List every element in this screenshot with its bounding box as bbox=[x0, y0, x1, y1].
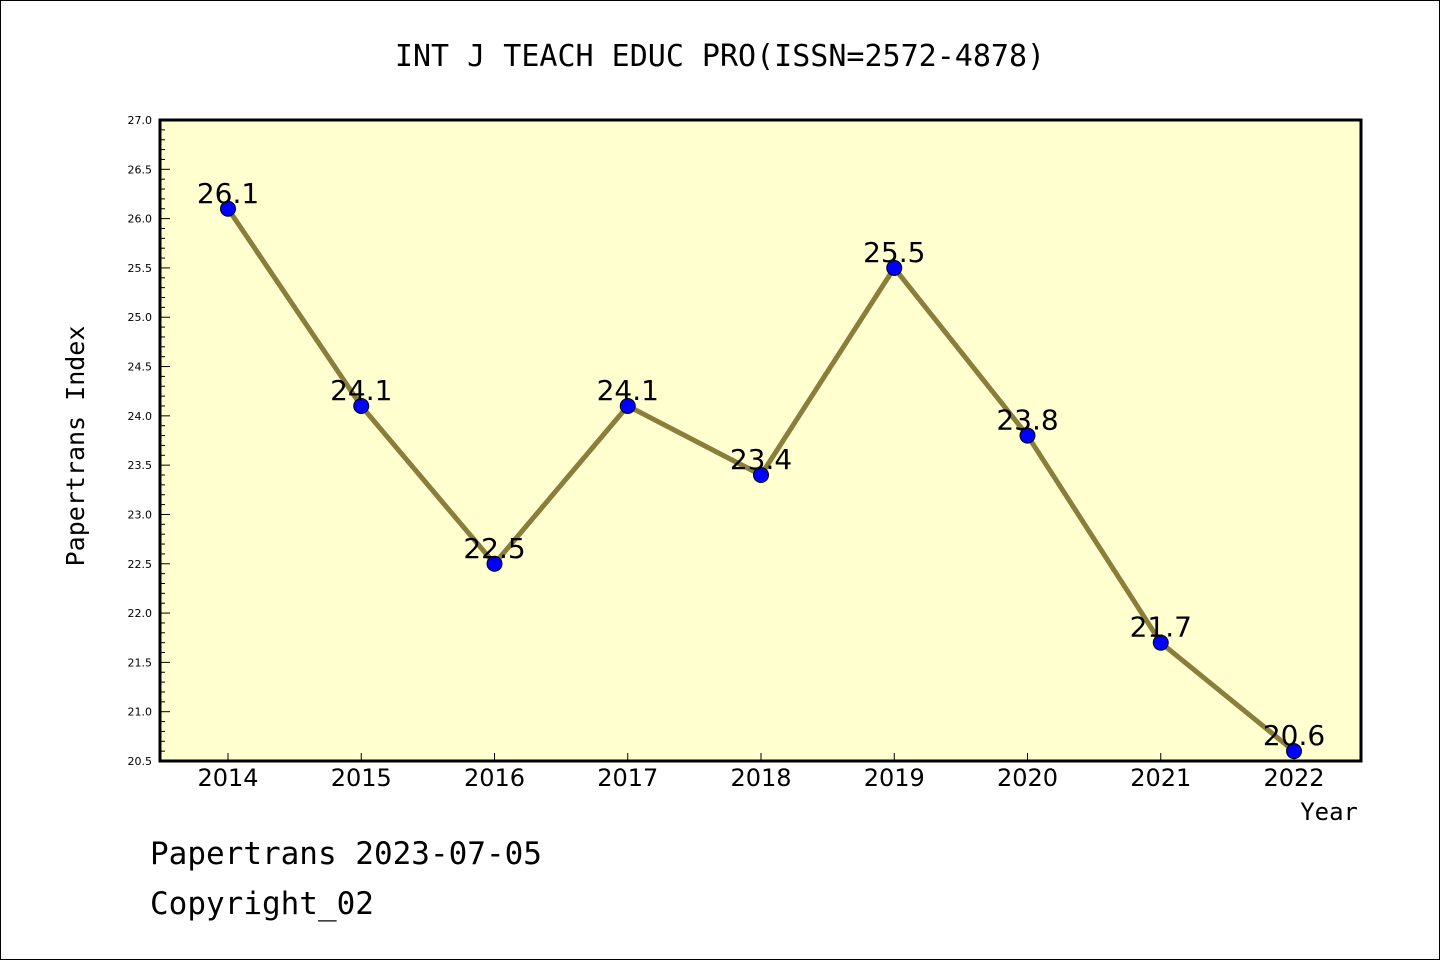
data-point bbox=[886, 259, 903, 276]
y-axis: 20.5 21.0 21.5 22.0 22.5 23.0 23.5 24.0 24.5 25.0… bbox=[128, 114, 170, 768]
data-label: 20.6 bbox=[1263, 719, 1325, 752]
data-point bbox=[619, 397, 636, 414]
y-tick-label: 22.0 bbox=[128, 607, 153, 620]
x-tick-label: 2020 bbox=[997, 764, 1058, 792]
plot-area bbox=[158, 118, 1363, 763]
y-tick-label: 27.0 bbox=[128, 114, 153, 127]
x-tick-label: 2018 bbox=[730, 764, 791, 792]
y-tick-label: 20.5 bbox=[128, 755, 153, 768]
data-label: 25.5 bbox=[863, 236, 925, 269]
footer-date: Papertrans 2023-07-05 bbox=[150, 836, 542, 872]
y-tick-label: 21.5 bbox=[128, 656, 153, 669]
data-label: 24.1 bbox=[597, 374, 659, 407]
data-point bbox=[486, 555, 503, 572]
data-label: 21.7 bbox=[1130, 611, 1192, 644]
x-tick-label: 2022 bbox=[1263, 764, 1324, 792]
x-tick-label: 2021 bbox=[1130, 764, 1191, 792]
x-tick-label: 2019 bbox=[864, 764, 925, 792]
x-tick-label: 2015 bbox=[331, 764, 392, 792]
footer-copyright: Copyright_02 bbox=[150, 886, 374, 922]
x-tick-label: 2016 bbox=[464, 764, 525, 792]
y-tick-label: 23.5 bbox=[128, 459, 153, 472]
data-point bbox=[753, 467, 769, 484]
y-tick-label: 21.0 bbox=[128, 706, 153, 719]
data-point bbox=[353, 397, 370, 414]
data-point bbox=[220, 200, 236, 217]
y-tick-label: 24.5 bbox=[128, 361, 153, 374]
chart-title: INT J TEACH EDUC PRO(ISSN=2572-4878) bbox=[395, 39, 1045, 74]
data-label: 24.1 bbox=[330, 374, 392, 407]
data-label: 23.4 bbox=[730, 443, 792, 476]
y-tick-label: 25.0 bbox=[128, 311, 153, 324]
y-tick-label: 22.5 bbox=[128, 558, 153, 571]
data-point bbox=[1152, 634, 1169, 651]
data-label: 22.5 bbox=[463, 532, 525, 565]
y-tick-label: 26.0 bbox=[128, 213, 153, 226]
y-axis-label: Papertrans Index bbox=[61, 326, 90, 567]
data-point bbox=[1286, 743, 1302, 760]
x-axis-label: Year bbox=[1300, 798, 1358, 826]
y-tick-label: 25.5 bbox=[128, 262, 153, 275]
y-tick-label: 26.5 bbox=[128, 163, 153, 176]
data-label: 23.8 bbox=[996, 404, 1058, 437]
y-tick-label: 23.0 bbox=[128, 508, 153, 521]
x-tick-label: 2017 bbox=[597, 764, 658, 792]
x-tick-label: 2014 bbox=[197, 764, 258, 792]
data-label: 26.1 bbox=[197, 177, 259, 210]
data-point bbox=[1019, 427, 1036, 444]
y-tick-label: 24.0 bbox=[128, 410, 153, 423]
series-layer: 26.1 24.1 22.5 24.1 23.4 25.5 23.8 21.7 20.6 bbox=[197, 177, 1325, 760]
x-axis: 2014 2015 2016 2017 2018 2019 2020 2021 2022 bbox=[197, 753, 1325, 792]
